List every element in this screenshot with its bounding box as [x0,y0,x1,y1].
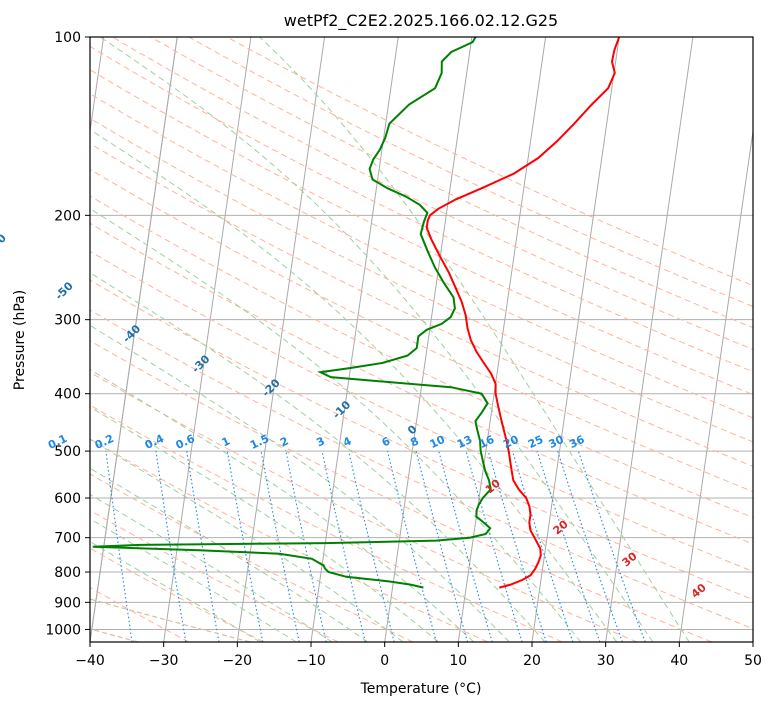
mixing-ratio-label: 25 [526,433,545,451]
dewpoint-profile [92,37,492,589]
moist-adiabat [90,324,510,642]
mixing-ratio-line [285,450,327,642]
moist-adiabat [90,493,333,642]
dry-adiabat [90,195,753,519]
x-tick-label: 30 [597,653,615,669]
mixing-ratio-line [557,450,623,642]
x-tick-label: −10 [296,653,326,669]
mixing-ratio-label: 20 [501,433,521,451]
mixing-ratio-line [386,450,437,642]
mixing-ratio-line [226,451,264,642]
x-tick-label: −30 [149,653,179,669]
isotherm-line [605,37,694,642]
isotherm-line [90,37,178,642]
y-tick-label: 100 [54,30,81,46]
isotherm-line [163,37,252,642]
mixing-ratio-line [438,450,493,642]
dry-adiabat [90,168,753,493]
dry-adiabat [90,473,414,642]
x-axis-label: Temperature (°C) [360,681,482,697]
chart-title: wetPf2_C2E2.2025.166.02.12.G25 [284,11,558,31]
dry-adiabat [90,309,753,630]
mixing-ratio-line [348,450,395,642]
x-axis: −40 −30 −20 −10 0 10 20 30 40 50 [75,642,762,669]
moist-adiabat [99,37,654,642]
mixing-ratio-label: 13 [455,433,474,451]
dry-adiabat [90,69,753,396]
dry-adiabat [90,117,753,443]
moist-adiabat [90,368,475,642]
mixing-ratio-line [465,450,523,642]
dry-adiabat [90,340,712,642]
mixing-ratio-label: 10 [428,433,448,451]
y-tick-label: 800 [54,565,81,581]
y-tick-label: 300 [54,313,81,329]
x-tick-label: −20 [223,653,253,669]
isotherm-label: -60 [0,231,9,254]
y-tick-label: 900 [54,595,81,611]
isotherm-line [457,37,547,642]
y-tick-label: 200 [54,208,81,224]
x-tick-label: 40 [670,653,688,669]
x-tick-label: 10 [449,653,467,669]
mixing-ratio-line [415,450,469,642]
dry-adiabat [112,37,753,350]
y-axis: 100 200 300 400 500 600 700 800 900 1000 [45,30,90,638]
dry-adiabat [90,45,753,373]
dry-adiabat [90,222,753,545]
moist-adiabat [90,272,546,642]
y-axis-label: Pressure (hPa) [12,290,28,390]
profile-layer [92,37,621,589]
mixing-ratio-line [536,450,601,642]
mixing-ratio-line [511,450,574,642]
moist-adiabat [90,208,582,642]
mixing-ratio-label: 36 [567,433,587,451]
mixing-ratio-line [487,450,547,642]
temperature-profile [425,37,621,589]
y-tick-label: 400 [54,387,81,403]
x-tick-label: −40 [75,653,105,669]
moist-adiabat [90,438,404,642]
y-tick-label: 500 [54,444,81,460]
mixing-ratio-line [260,450,300,642]
moist-adiabat [90,467,368,642]
mixing-ratio-label: 16 [477,433,497,451]
dry-adiabat [90,93,753,419]
isotherm-line [531,37,620,642]
dry-adiabat [90,143,753,467]
moist-adiabat [259,37,690,642]
x-tick-label: 20 [523,653,541,669]
mixing-ratio-label: 30 [547,433,567,451]
plot-frame [89,36,754,643]
y-tick-label: 700 [54,531,81,547]
background-lines [90,37,753,642]
y-tick-label: 600 [54,491,81,507]
dry-adiabat [90,438,488,642]
mixing-ratio-line [577,450,646,642]
dry-adiabat [90,250,753,573]
mixing-ratio-line [155,451,187,642]
isotherm-line [678,127,753,642]
dry-adiabat [90,279,753,601]
moist-adiabat [90,128,618,642]
x-tick-label: 0 [380,653,389,669]
mixing-ratio-line [186,451,220,642]
grid-layer [90,37,753,642]
mixing-ratio-line [321,450,366,642]
isotherm-line [236,37,326,642]
x-tick-label: 50 [744,653,762,669]
y-tick-label: 1000 [45,622,81,638]
